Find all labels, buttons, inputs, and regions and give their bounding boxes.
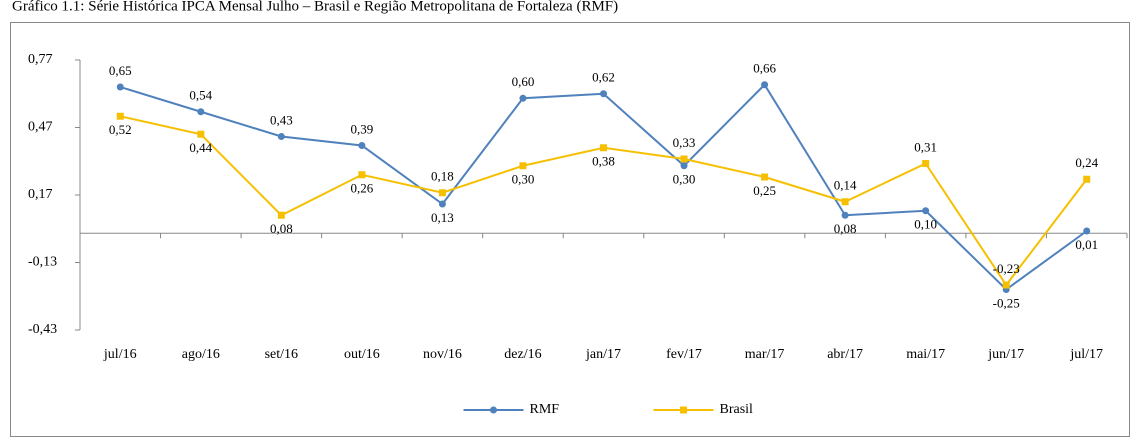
point <box>761 81 769 89</box>
chart-title: Gráfico 1.1: Série Histórica IPCA Mensal… <box>12 0 618 14</box>
point <box>600 144 607 152</box>
x-tick-label: out/16 <box>344 347 380 362</box>
point <box>519 94 527 102</box>
x-tick-label: mar/17 <box>745 347 785 362</box>
data-label: -0,25 <box>993 295 1020 310</box>
data-label: 0,62 <box>592 70 615 85</box>
x-tick-label: fev/17 <box>666 347 702 362</box>
y-tick-label: 0,17 <box>28 187 53 202</box>
point <box>1083 175 1091 183</box>
x-tick-label: dez/16 <box>504 347 541 362</box>
data-label: 0,24 <box>1075 155 1098 170</box>
y-tick-label: 0,47 <box>28 120 53 135</box>
point <box>519 162 527 170</box>
data-label: 0,66 <box>753 61 776 76</box>
legend-marker <box>490 406 497 414</box>
data-label: 0,01 <box>1075 237 1098 252</box>
x-tick-label: abr/17 <box>827 347 863 362</box>
data-label: 0,65 <box>109 63 132 78</box>
data-label: 0,44 <box>189 140 212 155</box>
x-tick-label: jul/16 <box>103 347 137 362</box>
data-label: 0,38 <box>592 154 615 169</box>
data-label: 0,14 <box>834 178 857 193</box>
data-label: 0,39 <box>351 121 374 136</box>
point <box>680 162 688 170</box>
point <box>1002 281 1010 289</box>
point <box>358 142 366 149</box>
y-tick-label: -0,13 <box>28 255 57 270</box>
data-label: -0,23 <box>993 261 1020 276</box>
point <box>680 155 688 163</box>
point <box>277 133 285 140</box>
x-tick-label: mai/17 <box>906 347 945 362</box>
point <box>922 160 930 167</box>
legend-marker <box>680 406 687 414</box>
data-label: 0,52 <box>109 122 132 137</box>
data-label: 0,10 <box>914 217 937 232</box>
data-label: 0,33 <box>673 135 696 150</box>
point <box>197 130 205 138</box>
point <box>922 207 930 215</box>
point <box>358 171 366 179</box>
data-label: 0,30 <box>673 172 696 187</box>
data-label: 0,25 <box>753 183 776 198</box>
data-label: 0,60 <box>512 74 535 89</box>
point <box>197 108 205 116</box>
data-label: 0,30 <box>512 172 535 187</box>
legend-label: Brasil <box>720 402 754 417</box>
data-label: 0,54 <box>189 88 212 103</box>
point <box>761 173 769 181</box>
data-label: 0,08 <box>270 221 293 236</box>
x-tick-label: jan/17 <box>585 347 621 362</box>
x-tick-label: ago/16 <box>182 347 220 362</box>
x-tick-label: jun/17 <box>987 347 1024 362</box>
point <box>438 189 446 197</box>
data-label: 0,31 <box>914 139 937 154</box>
y-tick-label: 0,77 <box>28 52 53 67</box>
x-tick-label: set/16 <box>265 347 298 362</box>
point <box>277 211 285 219</box>
data-label: 0,13 <box>431 210 454 225</box>
point <box>600 90 607 98</box>
point <box>116 83 124 91</box>
point <box>841 198 849 206</box>
y-tick-label: -0,43 <box>28 322 57 337</box>
data-label: 0,08 <box>834 221 857 236</box>
point <box>116 112 124 120</box>
chart-frame <box>10 22 1130 437</box>
data-label: 0,18 <box>431 169 454 184</box>
point <box>1083 227 1091 235</box>
point <box>841 211 849 219</box>
data-label: 0,43 <box>270 112 293 127</box>
x-tick-label: nov/16 <box>423 347 462 362</box>
legend-label: RMF <box>530 402 560 417</box>
x-tick-label: jul/17 <box>1069 347 1103 362</box>
data-label: 0,26 <box>351 181 374 196</box>
point <box>438 200 446 208</box>
